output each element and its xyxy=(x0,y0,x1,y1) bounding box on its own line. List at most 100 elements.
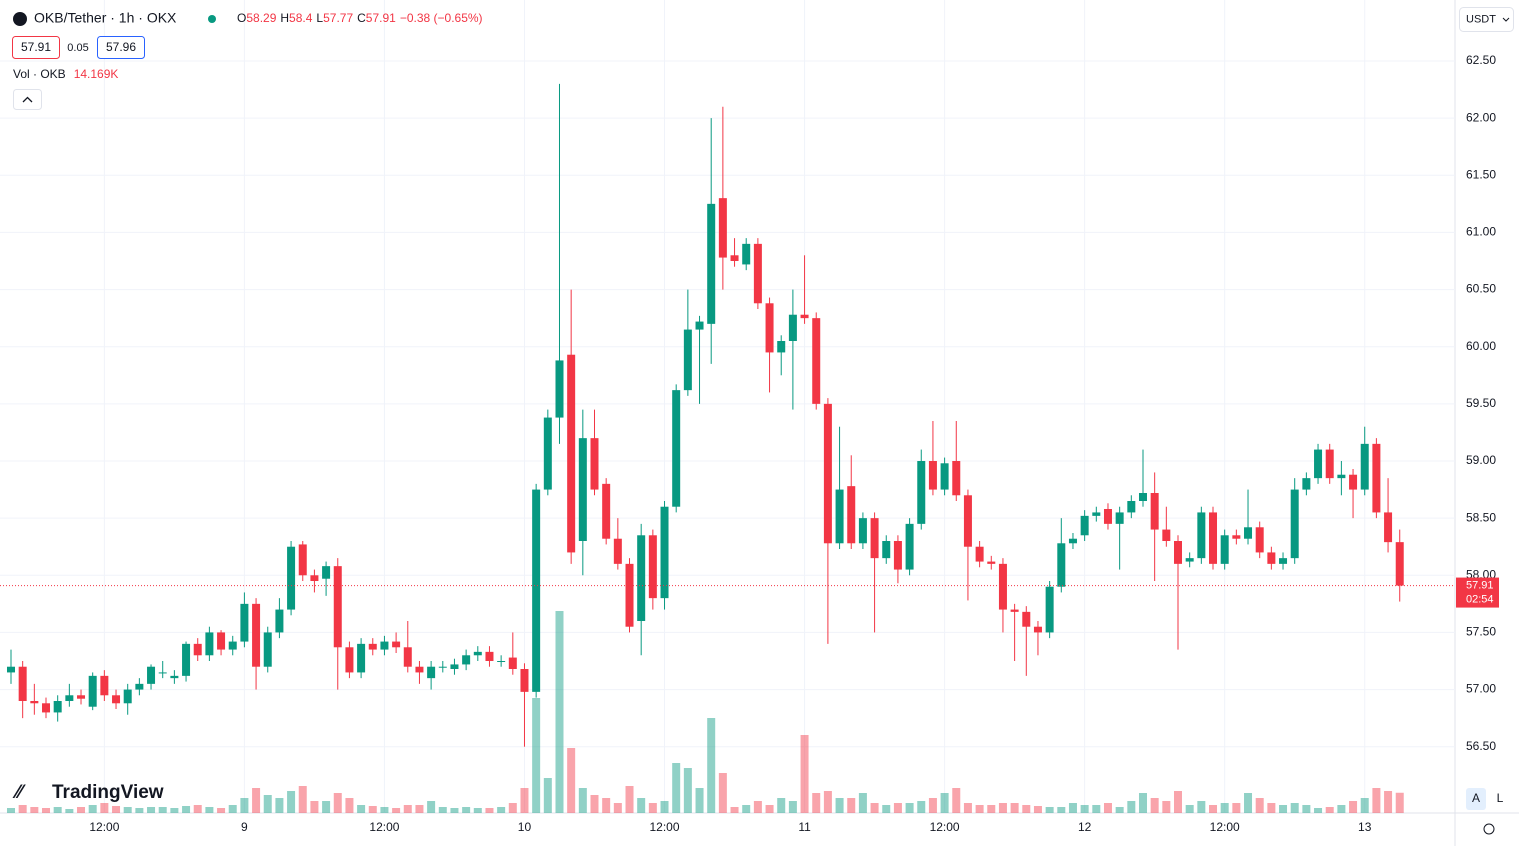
candle-body xyxy=(1185,558,1194,562)
candle-body xyxy=(742,243,751,265)
c-label: C xyxy=(357,11,366,25)
candle-body xyxy=(520,669,529,692)
x-tick-label: 12:00 xyxy=(369,820,399,834)
candle-body xyxy=(310,575,319,581)
volume-bar xyxy=(357,805,366,813)
volume-bar xyxy=(112,806,121,813)
candle-body xyxy=(427,666,436,679)
volume-bar xyxy=(1220,803,1229,813)
log-label[interactable]: L xyxy=(1497,791,1504,805)
collapse-icon xyxy=(22,96,33,103)
currency[interactable]: USDT xyxy=(1466,13,1496,25)
volume-bar xyxy=(1244,793,1253,813)
l-value: 57.77 xyxy=(323,11,353,25)
c-value: 57.91 xyxy=(366,11,396,25)
candle-body xyxy=(683,329,692,391)
volume-bar xyxy=(123,807,132,813)
auto-button[interactable] xyxy=(1466,788,1486,810)
volume-bar xyxy=(228,805,237,813)
buy-box[interactable] xyxy=(97,36,145,59)
volume-bar xyxy=(567,748,576,813)
y-tick-label: 61.50 xyxy=(1466,167,1496,181)
x-tick-label: 12:00 xyxy=(650,820,680,834)
candle-body xyxy=(135,683,144,690)
candle-body xyxy=(1092,512,1101,516)
countdown: 02:54 xyxy=(1466,593,1494,605)
buy-price[interactable]: 57.96 xyxy=(106,40,136,54)
candle-body xyxy=(1244,527,1253,539)
candle-body xyxy=(707,203,716,324)
candle-body xyxy=(53,701,62,713)
volume-bar xyxy=(1057,807,1066,813)
currency-select[interactable] xyxy=(1459,7,1514,32)
candle-body xyxy=(800,314,809,319)
l-label: L xyxy=(316,11,323,25)
candle-body xyxy=(835,489,844,544)
candle-body xyxy=(112,695,121,704)
volume-bar xyxy=(1197,801,1206,813)
volume-bar xyxy=(100,803,109,813)
volume-bar xyxy=(672,763,681,813)
volume-bar xyxy=(147,807,156,813)
y-tick-label: 56.50 xyxy=(1466,739,1496,753)
volume-bar xyxy=(88,805,97,813)
volume-bar xyxy=(1325,807,1334,813)
candle-body xyxy=(298,544,307,576)
candle-body xyxy=(462,655,471,665)
candle-body xyxy=(193,643,202,656)
volume-bar xyxy=(1080,805,1089,813)
volume-bar xyxy=(42,808,51,813)
volume-bar xyxy=(602,798,611,813)
volume-bar xyxy=(333,793,342,813)
candle-body xyxy=(1267,552,1276,564)
volume-bar xyxy=(800,735,809,813)
candle-body xyxy=(77,695,86,699)
volume-bar xyxy=(578,788,587,813)
settings-icon[interactable] xyxy=(1483,823,1495,835)
volume-bar xyxy=(1279,805,1288,813)
volume-bar xyxy=(497,807,506,813)
symbol-icon xyxy=(13,12,27,26)
volume-bar xyxy=(310,801,319,813)
volume-bar xyxy=(905,803,914,813)
candle-body xyxy=(1068,538,1077,544)
sell-box[interactable] xyxy=(12,36,60,59)
y-tick-label: 61.00 xyxy=(1466,225,1496,239)
o-label: O xyxy=(237,11,246,25)
candle-body xyxy=(438,666,447,668)
volume-bar xyxy=(30,807,39,813)
candle-body xyxy=(1022,611,1031,627)
candle-body xyxy=(812,318,821,404)
candle-body xyxy=(287,546,296,610)
candle-body xyxy=(1010,609,1019,612)
volume-bar xyxy=(1103,803,1112,813)
auto-label[interactable]: A xyxy=(1472,791,1480,805)
candle-body xyxy=(7,666,15,673)
candle-body xyxy=(753,243,762,304)
volume-bar xyxy=(415,805,424,813)
candle-body xyxy=(345,647,354,673)
candle-body xyxy=(823,403,832,544)
volume-bar xyxy=(730,807,739,813)
sell-price[interactable]: 57.91 xyxy=(21,40,51,54)
volume-bar xyxy=(1302,805,1311,813)
candle-body xyxy=(228,641,237,650)
y-tick-label: 60.50 xyxy=(1466,282,1496,296)
volume-pane xyxy=(7,611,1404,813)
volume-bar xyxy=(345,798,354,813)
candle-body xyxy=(252,603,261,667)
candle-body xyxy=(928,461,937,490)
volume-bar xyxy=(205,807,214,813)
candle-body xyxy=(648,535,657,599)
candle-body xyxy=(578,438,587,541)
collapse-button[interactable] xyxy=(13,89,42,110)
volume-bar xyxy=(252,788,261,813)
volume-bar xyxy=(917,801,926,813)
candle-body xyxy=(42,703,51,713)
volume-bar xyxy=(1395,792,1404,813)
candle-body xyxy=(357,643,366,673)
volume-bar xyxy=(1033,806,1042,813)
volume-bar xyxy=(135,808,144,813)
y-tick-label: 57.50 xyxy=(1466,625,1496,639)
